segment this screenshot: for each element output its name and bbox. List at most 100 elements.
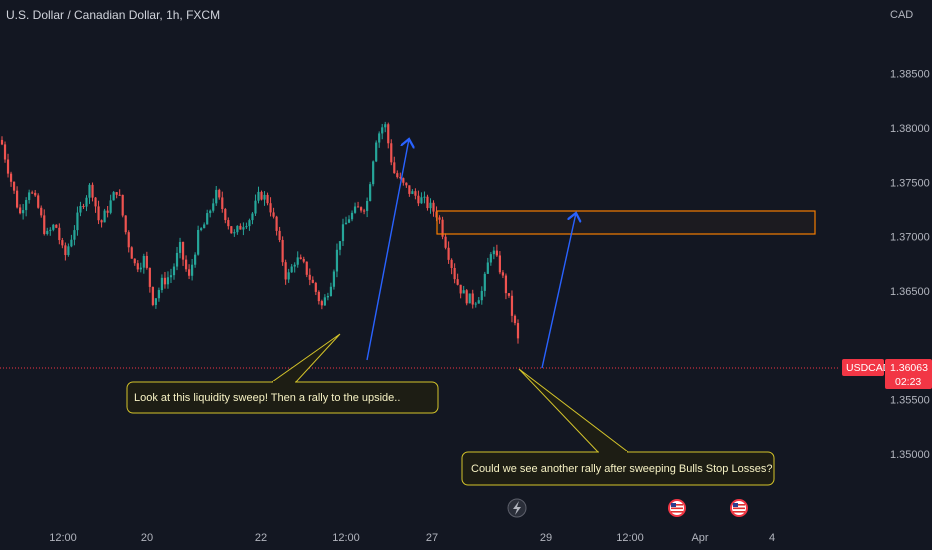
candle-down <box>498 255 501 273</box>
candle-down <box>58 227 61 241</box>
candle-down <box>278 230 281 240</box>
candle-down <box>356 206 360 208</box>
candle-down <box>314 282 317 292</box>
candle-down <box>299 257 302 260</box>
candle-down <box>55 224 58 228</box>
candle-down <box>471 293 474 305</box>
candle-up <box>296 257 299 265</box>
candle-down <box>37 195 40 208</box>
supply-zone-rect[interactable] <box>436 210 816 235</box>
candle-down <box>459 284 462 294</box>
candle-up <box>73 230 76 240</box>
candle-down <box>97 206 100 221</box>
candle-down <box>34 192 37 196</box>
candle-up <box>287 272 290 280</box>
candle-down <box>305 261 308 275</box>
candle-up <box>112 192 115 201</box>
candle-up <box>462 290 465 294</box>
symbol-price-tag[interactable]: USDCAD 1.36063 02:23 <box>842 359 932 389</box>
candle-down <box>124 215 127 233</box>
candle-down <box>12 181 16 191</box>
candle-up <box>492 250 495 255</box>
us-flag-icon[interactable] <box>730 499 748 517</box>
candle-up <box>85 197 88 207</box>
candle-down <box>275 216 278 231</box>
time-tick-label: 12:00 <box>332 532 360 544</box>
candle-up <box>372 161 375 185</box>
candle-down <box>302 259 305 262</box>
candle-up <box>52 224 55 230</box>
candle-up <box>245 226 248 228</box>
time-tick-label: 12:00 <box>49 532 77 544</box>
candle-up <box>248 220 251 227</box>
candle-up <box>353 206 357 213</box>
candle-down <box>0 139 4 145</box>
candle-up <box>142 255 145 268</box>
candle-up <box>160 277 164 291</box>
candle-up <box>191 264 194 276</box>
candle-down <box>311 279 314 283</box>
lightning-icon[interactable] <box>507 498 527 518</box>
candle-down <box>82 205 85 207</box>
candle-down <box>230 226 233 234</box>
callout-liquidity-sweep[interactable]: Look at this liquidity sweep! Then a ral… <box>126 333 439 414</box>
us-flag-icon[interactable] <box>668 499 686 517</box>
candle-down <box>393 162 396 174</box>
candle-down <box>19 207 22 214</box>
candle-down <box>218 189 221 198</box>
candle-up <box>157 290 161 299</box>
candle-down <box>441 219 444 237</box>
trend-arrow-1[interactable] <box>366 139 409 361</box>
callout-another-rally[interactable]: Could we see another rally after sweepin… <box>461 368 775 486</box>
candle-down <box>31 192 34 194</box>
candle-up <box>341 224 345 242</box>
candle-down <box>61 240 64 246</box>
candle-up <box>203 224 206 229</box>
candle-up <box>468 293 471 304</box>
candle-down <box>396 173 399 178</box>
time-tick-label: 12:00 <box>616 532 644 544</box>
candle-up <box>28 192 31 201</box>
candle-down <box>187 269 191 276</box>
candle-up <box>323 297 326 306</box>
candle-up <box>49 229 52 231</box>
candle-up <box>338 241 342 250</box>
candle-down <box>438 217 441 220</box>
candle-down <box>100 220 103 223</box>
candle-up <box>67 246 70 256</box>
candles-layer <box>0 121 520 344</box>
trend-arrow-2[interactable] <box>541 213 576 369</box>
candle-up <box>350 212 354 220</box>
candle-up <box>154 298 157 305</box>
candle-down <box>106 210 109 213</box>
symbol-tag-text: USDCAD <box>846 362 891 374</box>
candle-up <box>76 212 79 231</box>
candle-down <box>402 178 405 183</box>
candle-up <box>429 202 432 209</box>
price-axis: CAD 1.38500 1.38000 1.37500 1.37000 1.36500 1… <box>890 9 930 461</box>
candle-up <box>242 227 245 230</box>
callout-1-text: Look at this liquidity sweep! Then a ral… <box>134 392 400 404</box>
candle-up <box>212 203 215 211</box>
candle-down <box>269 203 272 213</box>
candle-down <box>130 247 133 259</box>
candle-down <box>148 267 151 287</box>
candle-down <box>507 293 511 296</box>
candle-up <box>366 200 369 211</box>
candle-down <box>504 275 508 294</box>
last-price-text: 1.36063 <box>890 362 928 374</box>
candle-up <box>22 210 25 214</box>
candle-down <box>450 259 453 268</box>
candle-down <box>94 197 97 207</box>
candle-up <box>236 225 239 233</box>
time-tick-label: 29 <box>540 532 552 544</box>
candle-down <box>405 182 408 186</box>
candle-down <box>181 241 185 260</box>
candle-down <box>408 185 411 194</box>
candle-up <box>293 264 296 267</box>
candle-down <box>444 236 447 248</box>
candle-down <box>115 192 118 195</box>
candle-down <box>359 207 363 211</box>
candle-up <box>369 184 372 201</box>
